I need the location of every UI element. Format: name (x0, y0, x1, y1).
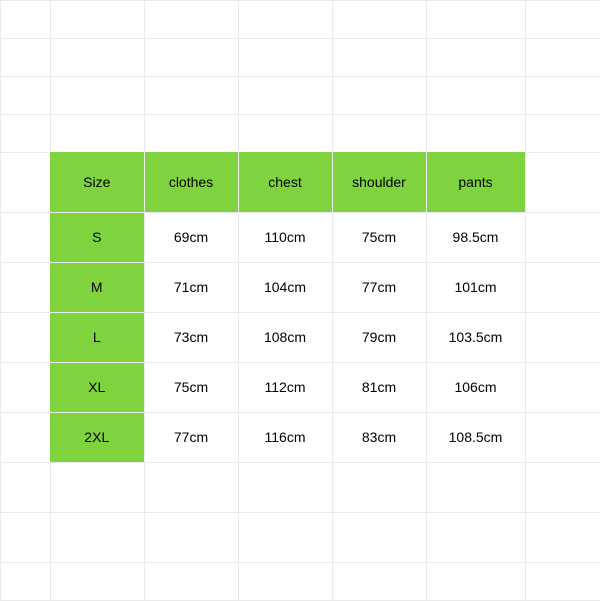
measurement-cell: 112cm (238, 362, 332, 412)
size-cell: L (50, 312, 144, 362)
gridline-horizontal (0, 562, 600, 563)
gridline-horizontal (0, 0, 600, 1)
measurement-cell: 73cm (144, 312, 238, 362)
measurement-cell: 98.5cm (426, 212, 525, 262)
spreadsheet-sheet: Sizeclotheschestshoulderpants S69cm110cm… (0, 0, 600, 600)
column-header: pants (426, 152, 525, 212)
column-header: clothes (144, 152, 238, 212)
table-row: M71cm104cm77cm101cm (50, 262, 525, 312)
gridline-horizontal (0, 512, 600, 513)
table-header-row: Sizeclotheschestshoulderpants (50, 152, 525, 212)
table-row: XL75cm112cm81cm106cm (50, 362, 525, 412)
size-cell: 2XL (50, 412, 144, 462)
measurement-cell: 75cm (332, 212, 426, 262)
column-header: shoulder (332, 152, 426, 212)
measurement-cell: 71cm (144, 262, 238, 312)
measurement-cell: 77cm (332, 262, 426, 312)
measurement-cell: 104cm (238, 262, 332, 312)
measurement-cell: 75cm (144, 362, 238, 412)
gridline-horizontal (0, 114, 600, 115)
measurement-cell: 106cm (426, 362, 525, 412)
gridline-horizontal (0, 76, 600, 77)
size-chart-table: Sizeclotheschestshoulderpants S69cm110cm… (50, 152, 526, 463)
measurement-cell: 101cm (426, 262, 525, 312)
measurement-cell: 77cm (144, 412, 238, 462)
measurement-cell: 108cm (238, 312, 332, 362)
column-header: chest (238, 152, 332, 212)
table-row: 2XL77cm116cm83cm108.5cm (50, 412, 525, 462)
gridline-horizontal (0, 38, 600, 39)
table-row: S69cm110cm75cm98.5cm (50, 212, 525, 262)
size-cell: S (50, 212, 144, 262)
table-row: L73cm108cm79cm103.5cm (50, 312, 525, 362)
measurement-cell: 103.5cm (426, 312, 525, 362)
measurement-cell: 110cm (238, 212, 332, 262)
measurement-cell: 79cm (332, 312, 426, 362)
gridline-vertical (0, 0, 1, 600)
size-cell: M (50, 262, 144, 312)
measurement-cell: 83cm (332, 412, 426, 462)
measurement-cell: 108.5cm (426, 412, 525, 462)
measurement-cell: 116cm (238, 412, 332, 462)
measurement-cell: 81cm (332, 362, 426, 412)
column-header: Size (50, 152, 144, 212)
size-cell: XL (50, 362, 144, 412)
measurement-cell: 69cm (144, 212, 238, 262)
